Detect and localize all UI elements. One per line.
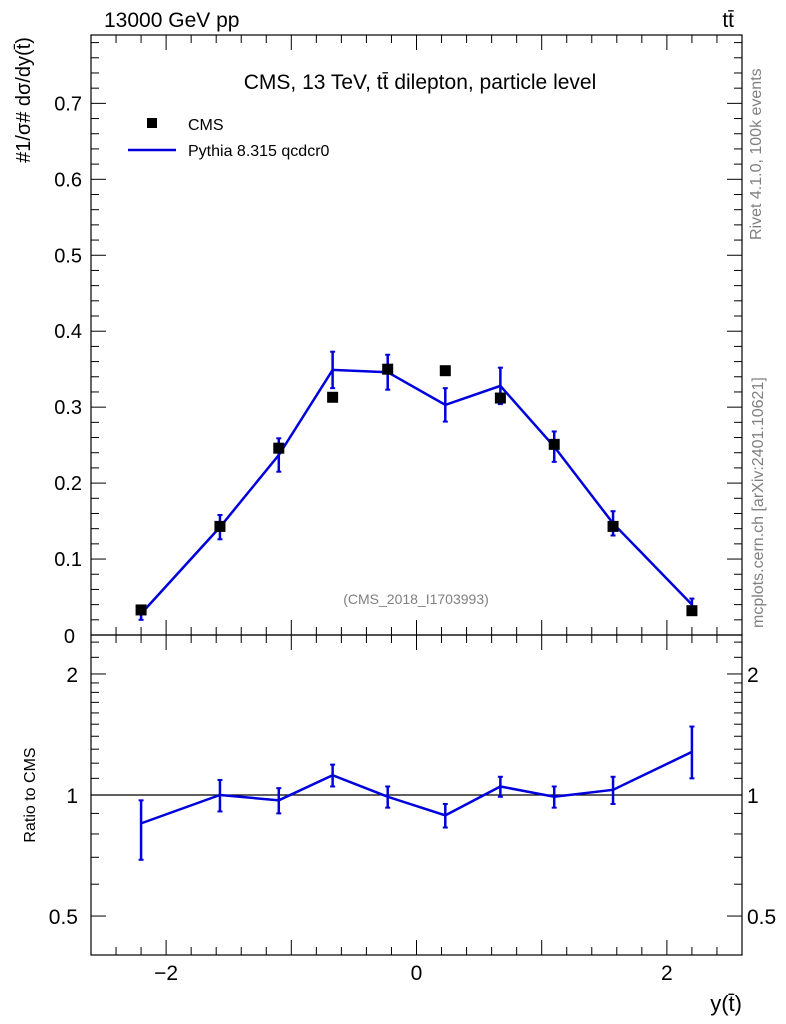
main-title: CMS, 13 TeV, tt̄ dilepton, particle leve… bbox=[244, 71, 597, 94]
mcplots-credit: mcplots.cern.ch [arXiv:2401.10621] bbox=[750, 377, 767, 628]
x-tick-label: 2 bbox=[661, 962, 673, 985]
main-data-layer bbox=[135, 350, 698, 621]
ratio-panel: 0.5 0.5 1 1 2 2 −2 0 2 Ratio to CMS y(t̄) bbox=[22, 634, 776, 1016]
ratio-y-tick-label: 1 bbox=[66, 785, 78, 808]
header-right-label: tt̄ bbox=[722, 9, 734, 32]
x-tick-label: 0 bbox=[411, 962, 423, 985]
cms-data-point bbox=[439, 365, 451, 377]
ratio-data-layer bbox=[138, 725, 695, 861]
cms-data-point bbox=[548, 438, 560, 450]
main-y-axis: 0.1 0.2 0.3 0.4 0.5 0.6 0.7 bbox=[54, 93, 742, 571]
cms-data-point bbox=[494, 392, 506, 404]
pythia-line bbox=[140, 368, 693, 615]
main-y-tick-label: 0.5 bbox=[54, 245, 82, 267]
ratio-y-axis-label: Ratio to CMS bbox=[22, 747, 39, 842]
ratio-y-axis-label-text: Ratio to CMS bbox=[22, 747, 39, 842]
cms-data-point bbox=[607, 520, 619, 532]
legend: CMS Pythia 8.315 qcdcr0 bbox=[128, 117, 330, 160]
legend-cms-label: CMS bbox=[188, 117, 224, 134]
cms-data-point bbox=[686, 605, 698, 617]
header-left-label: 13000 GeV pp bbox=[104, 9, 239, 32]
ratio-y-tick-label: 2 bbox=[66, 664, 78, 687]
ratio-axes: 0.5 0.5 1 1 2 2 −2 0 2 bbox=[49, 635, 776, 985]
main-minor-ticks bbox=[91, 35, 742, 635]
main-panel: 0.1 0.2 0.3 0.4 0.5 0.6 0.7 0 CMS, 13 TeV, tt̄… bbox=[13, 34, 743, 648]
main-y-zero-label: 0 bbox=[64, 626, 75, 648]
cms-data-point bbox=[273, 442, 285, 454]
rivet-credit: Rivet 4.1.0, 100k events bbox=[748, 68, 765, 240]
rivet-credit-text: Rivet 4.1.0, 100k events bbox=[748, 68, 765, 240]
main-y-tick-label: 0.1 bbox=[54, 549, 82, 571]
legend-pythia-label: Pythia 8.315 qcdcr0 bbox=[188, 143, 330, 160]
ratio-y-tick-label-right: 0.5 bbox=[747, 906, 776, 929]
ratio-y-tick-label-right: 1 bbox=[747, 785, 759, 808]
main-y-tick-label: 0.2 bbox=[54, 473, 82, 495]
main-y-axis-label-text: #1/σ# dσ/dy(t̄) bbox=[13, 37, 35, 163]
ratio-y-tick-label: 0.5 bbox=[49, 906, 78, 929]
mcplots-credit-text: mcplots.cern.ch [arXiv:2401.10621] bbox=[750, 377, 767, 628]
ratio-y-tick-label-right: 2 bbox=[747, 664, 759, 687]
main-y-tick-label: 0.4 bbox=[54, 321, 82, 343]
cms-data-point bbox=[214, 520, 226, 532]
ratio-pythia-line bbox=[140, 750, 693, 825]
cms-data-point bbox=[135, 604, 147, 616]
main-y-tick-label: 0.6 bbox=[54, 169, 82, 191]
cms-data-point bbox=[382, 363, 394, 375]
x-axis-label: y(t̄) bbox=[710, 991, 742, 1016]
main-y-axis-label: #1/σ# dσ/dy(t̄) bbox=[13, 37, 35, 163]
main-y-tick-label: 0.3 bbox=[54, 397, 82, 419]
x-tick-label: −2 bbox=[154, 962, 178, 985]
legend-cms-marker bbox=[147, 118, 157, 128]
analysis-watermark: (CMS_2018_I1703993) bbox=[343, 591, 489, 607]
main-y-tick-label: 0.7 bbox=[54, 93, 82, 115]
cms-data-point bbox=[327, 391, 339, 403]
